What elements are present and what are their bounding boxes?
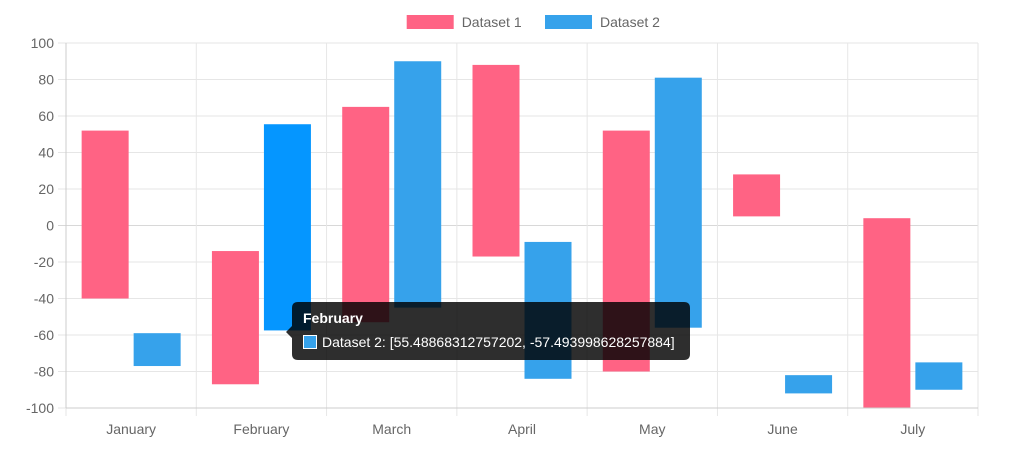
y-tick-label: -60 bbox=[34, 327, 54, 343]
bar-dataset-1-march[interactable] bbox=[342, 106, 390, 323]
x-tick-label: June bbox=[767, 421, 798, 437]
bar-dataset-1-february[interactable] bbox=[211, 251, 259, 385]
bar-dataset-2-may[interactable] bbox=[654, 77, 702, 328]
y-tick-label: 60 bbox=[38, 108, 54, 124]
bar-dataset-1-july[interactable] bbox=[863, 218, 911, 408]
tooltip-swatch-fill bbox=[304, 336, 316, 348]
y-tick-label: 0 bbox=[46, 218, 54, 234]
tooltip: February Dataset 2: [55.48868312757202, … bbox=[286, 302, 690, 360]
bar-dataset-1-april[interactable] bbox=[472, 64, 520, 257]
x-tick-label: May bbox=[639, 421, 665, 437]
tooltip-background bbox=[286, 302, 690, 360]
x-tick-label: July bbox=[900, 421, 925, 437]
y-tick-label: 100 bbox=[31, 35, 55, 51]
legend-label[interactable]: Dataset 1 bbox=[462, 14, 522, 30]
legend: Dataset 1 Dataset 2 bbox=[406, 14, 660, 30]
y-tick-label: -20 bbox=[34, 254, 54, 270]
bar-dataset-2-july[interactable] bbox=[915, 362, 963, 390]
x-tick-label: April bbox=[508, 421, 536, 437]
tooltip-title: February bbox=[303, 310, 363, 326]
tooltip-body: Dataset 2: [55.48868312757202, -57.49399… bbox=[322, 334, 675, 350]
bar-dataset-2-march[interactable] bbox=[394, 61, 442, 308]
bar-dataset-1-june[interactable] bbox=[733, 174, 781, 217]
y-tick-label: 20 bbox=[38, 181, 54, 197]
bar-dataset-2-january[interactable] bbox=[133, 333, 181, 367]
y-tick-label: -40 bbox=[34, 291, 54, 307]
y-tick-label: 40 bbox=[38, 145, 54, 161]
x-tick-label: February bbox=[233, 421, 289, 437]
legend-swatch[interactable] bbox=[545, 15, 592, 29]
legend-swatch[interactable] bbox=[406, 15, 454, 29]
bar-dataset-1-january[interactable] bbox=[81, 130, 129, 299]
y-tick-label: -80 bbox=[34, 364, 54, 380]
y-tick-label: -100 bbox=[26, 400, 54, 416]
legend-label[interactable]: Dataset 2 bbox=[600, 14, 660, 30]
x-tick-label: March bbox=[372, 421, 411, 437]
bar-dataset-2-june[interactable] bbox=[785, 375, 833, 394]
bar-dataset-2-february[interactable] bbox=[263, 124, 311, 331]
x-tick-label: January bbox=[106, 421, 156, 437]
y-tick-label: 80 bbox=[38, 72, 54, 88]
axes: 100 80 60 40 20 0 -20 -40 -60 -80 -100 January Febru… bbox=[26, 35, 978, 437]
